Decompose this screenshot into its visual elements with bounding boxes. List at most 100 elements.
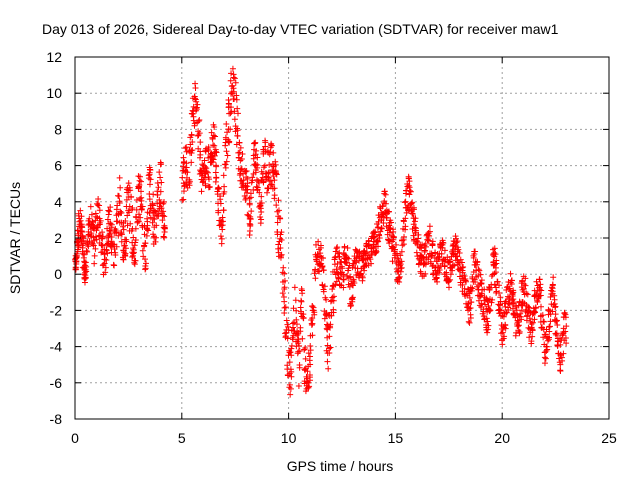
data-point <box>499 341 506 348</box>
data-point <box>373 238 380 245</box>
data-point <box>217 233 224 240</box>
data-point <box>406 191 413 198</box>
data-point <box>496 282 503 289</box>
data-point <box>444 254 451 261</box>
data-point <box>180 154 187 161</box>
data-point <box>237 166 244 173</box>
data-point <box>562 314 569 321</box>
x-tick-label: 25 <box>601 430 617 446</box>
data-point <box>95 195 102 202</box>
data-point <box>400 218 407 225</box>
data-point <box>260 164 267 171</box>
data-point <box>421 260 428 267</box>
data-point <box>73 261 80 268</box>
data-point <box>319 281 326 288</box>
data-point <box>78 223 85 230</box>
data-point <box>248 208 255 215</box>
data-point <box>280 264 287 271</box>
data-point <box>484 326 491 333</box>
data-point <box>104 250 111 257</box>
data-point <box>295 382 302 389</box>
data-point <box>137 188 144 195</box>
data-point <box>105 211 112 218</box>
data-point <box>408 200 415 207</box>
data-point <box>91 252 98 259</box>
data-point <box>374 238 381 245</box>
data-point <box>130 234 137 241</box>
data-point <box>429 238 436 245</box>
data-point <box>189 138 196 145</box>
data-point <box>293 307 300 314</box>
data-point <box>288 352 295 359</box>
data-point <box>279 290 286 297</box>
data-point <box>405 182 412 189</box>
data-point <box>391 254 398 261</box>
data-point <box>129 204 136 211</box>
data-point <box>277 245 284 252</box>
data-point <box>102 264 109 271</box>
data-point <box>407 188 414 195</box>
data-point <box>143 232 150 239</box>
data-point <box>433 275 440 282</box>
data-point <box>90 242 97 249</box>
data-point <box>112 249 119 256</box>
data-point <box>262 170 269 177</box>
data-point <box>315 238 322 245</box>
data-point <box>125 187 132 194</box>
data-point <box>79 229 86 236</box>
data-point <box>298 298 305 305</box>
data-point <box>228 70 235 77</box>
data-point <box>307 377 314 384</box>
data-point <box>482 301 489 308</box>
data-point <box>312 275 319 282</box>
data-point <box>559 357 566 364</box>
data-point <box>326 345 333 352</box>
data-point <box>134 219 141 226</box>
data-point <box>142 240 149 247</box>
data-point <box>138 206 145 213</box>
data-point <box>327 321 334 328</box>
data-point <box>473 261 480 268</box>
data-point <box>456 250 463 257</box>
data-point <box>85 232 92 239</box>
data-point <box>546 328 553 335</box>
data-point <box>555 338 562 345</box>
data-point <box>386 229 393 236</box>
data-point <box>390 236 397 243</box>
data-point <box>340 276 347 283</box>
data-point <box>472 248 479 255</box>
data-point <box>295 348 302 355</box>
data-point <box>422 240 429 247</box>
data-point <box>445 278 452 285</box>
data-point <box>258 199 265 206</box>
data-point <box>152 208 159 215</box>
data-point <box>401 199 408 206</box>
data-point <box>223 158 230 165</box>
data-point <box>277 253 284 260</box>
data-point <box>234 132 241 139</box>
data-point <box>254 184 261 191</box>
data-point <box>537 281 544 288</box>
data-point <box>273 171 280 178</box>
data-point <box>518 280 525 287</box>
data-point <box>113 243 120 250</box>
data-point <box>158 160 165 167</box>
data-point <box>268 142 275 149</box>
data-point <box>481 286 488 293</box>
data-point <box>110 261 117 268</box>
data-point <box>120 256 127 263</box>
data-point <box>189 147 196 154</box>
data-point <box>208 150 215 157</box>
data-point <box>466 319 473 326</box>
data-point <box>306 383 313 390</box>
data-point <box>553 330 560 337</box>
data-point <box>252 139 259 146</box>
data-point <box>256 189 263 196</box>
data-point <box>537 292 544 299</box>
data-point <box>118 231 125 238</box>
data-point <box>508 281 515 288</box>
data-point <box>503 287 510 294</box>
data-point <box>553 318 560 325</box>
data-point <box>438 250 445 257</box>
data-point <box>104 216 111 223</box>
